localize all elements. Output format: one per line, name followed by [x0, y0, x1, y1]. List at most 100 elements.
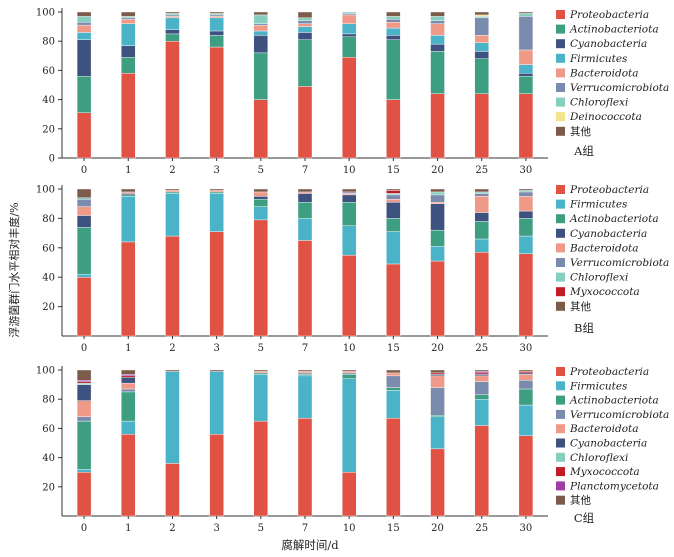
bar-segment: [474, 14, 489, 17]
legend-label: Bacteroidota: [569, 423, 639, 435]
bar-segment: [209, 13, 224, 16]
y-tick-label: 80: [42, 37, 55, 48]
bar-segment: [76, 227, 92, 275]
bar-segment: [121, 188, 136, 193]
legend-label: Myxococcota: [569, 466, 640, 478]
bar-segment: [386, 263, 401, 337]
bar-segment: [165, 14, 180, 17]
bar-segment: [518, 188, 534, 191]
bar-segment: [121, 434, 136, 517]
bar-segment: [253, 14, 269, 24]
bar-segment: [253, 219, 269, 337]
bar-segment: [518, 64, 534, 74]
bar-segment: [430, 43, 445, 52]
bar-segment: [386, 194, 401, 200]
bar-segment: [430, 448, 445, 517]
y-tick-label: 100: [36, 8, 55, 19]
bar-segment: [386, 188, 401, 191]
bar-segment: [165, 11, 180, 14]
x-tick-label: 3: [213, 343, 219, 354]
bar-segment: [386, 16, 401, 20]
bar-segment: [474, 58, 489, 94]
bar-segment: [165, 463, 180, 517]
bar-segment: [253, 420, 269, 517]
bar-segment: [76, 400, 92, 417]
bar-segment: [518, 190, 534, 193]
x-tick-label: 10: [343, 165, 356, 176]
bar-segment: [474, 193, 489, 197]
bar-segment: [121, 374, 136, 377]
bar-segment: [209, 46, 224, 159]
x-tick-label: 5: [258, 343, 264, 354]
bar-segment: [121, 11, 136, 17]
bar-segment: [386, 218, 401, 232]
bar-segment: [386, 202, 401, 219]
legend-label: 其他: [570, 494, 591, 507]
bar-segment: [297, 39, 313, 87]
legend-label: Proteobacteria: [569, 184, 649, 196]
bar-segment: [474, 372, 489, 375]
y-tick-label: 40: [42, 273, 55, 284]
bar-segment: [430, 387, 445, 416]
bar-segment: [121, 45, 136, 58]
bar-segment: [474, 191, 489, 194]
legend-swatch: [556, 24, 565, 34]
x-tick-label: 5: [258, 523, 264, 534]
y-tick-label: 100: [36, 366, 55, 377]
bar-segment: [297, 202, 313, 219]
x-tick-label: 30: [520, 165, 533, 176]
legend-swatch: [556, 97, 565, 107]
bar-segment: [474, 381, 489, 396]
legend-label: Chloroflexi: [570, 452, 628, 464]
bar-segment: [165, 369, 180, 372]
bar-segment: [474, 221, 489, 240]
x-tick-label: 7: [302, 165, 308, 176]
bar-segment: [386, 19, 401, 23]
legend-swatch: [556, 214, 565, 224]
bar-segment: [76, 274, 92, 278]
legend-label: Chloroflexi: [570, 272, 628, 284]
bar-segment: [253, 199, 269, 207]
bar-segment: [386, 417, 401, 517]
bar-segment: [518, 11, 534, 14]
bar-segment: [430, 372, 445, 375]
legend-swatch: [556, 381, 565, 391]
bar-segment: [121, 196, 136, 243]
bar-segment: [518, 369, 534, 372]
bar-segment: [165, 190, 180, 193]
x-tick-label: 15: [387, 343, 400, 354]
bar-segment: [165, 41, 180, 159]
bar-segment: [209, 17, 224, 32]
x-tick-label: 2: [169, 523, 175, 534]
legend-label: Firmicutes: [569, 380, 628, 392]
bar-segment: [209, 16, 224, 19]
bar-segment: [165, 188, 180, 191]
bar-segment: [253, 52, 269, 100]
bar-segment: [430, 203, 445, 231]
bar-segment: [121, 375, 136, 378]
bar-segment: [76, 76, 92, 113]
bar-segment: [518, 16, 534, 51]
bar-segment: [341, 472, 357, 517]
bar-segment: [209, 188, 224, 191]
legend-swatch: [556, 258, 565, 267]
bar-segment: [121, 382, 136, 390]
bar-segment: [518, 218, 534, 237]
x-axis-title: 腐解时间/d: [281, 538, 339, 552]
bar-segment: [297, 369, 313, 372]
bar-segment: [518, 235, 534, 254]
bar-segment: [76, 39, 92, 77]
bar-segment: [430, 191, 445, 196]
legend-label: Actinobacteriota: [569, 213, 659, 225]
bar-segment: [209, 11, 224, 14]
bar-segment: [76, 197, 92, 200]
bar-segment: [165, 13, 180, 16]
bar-segment: [297, 371, 313, 374]
bar-segment: [386, 190, 401, 194]
bar-segment: [474, 371, 489, 374]
x-tick-label: 25: [475, 165, 488, 176]
bar-segment: [386, 387, 401, 391]
bar-segment: [76, 11, 92, 17]
y-tick-label: 60: [42, 243, 55, 254]
bar-segment: [76, 277, 92, 337]
